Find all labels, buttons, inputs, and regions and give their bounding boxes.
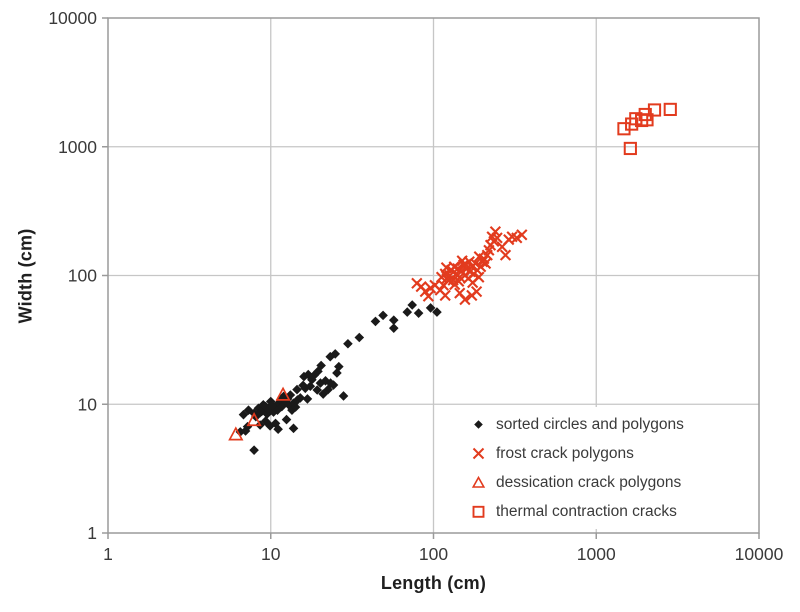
data-point-diamond xyxy=(307,374,317,385)
data-point-diamond xyxy=(332,368,342,378)
data-point-square xyxy=(647,103,662,117)
data-point-diamond xyxy=(281,414,292,425)
filled-diamond-icon xyxy=(474,420,483,429)
data-point-diamond xyxy=(325,351,336,362)
legend-item-thermal-contraction: thermal contraction cracks xyxy=(470,503,758,521)
data-point-diamond xyxy=(402,307,413,317)
data-point-diamond xyxy=(313,366,323,377)
data-point-diamond xyxy=(298,380,308,391)
data-point-diamond xyxy=(323,384,333,395)
y-tick-label: 100 xyxy=(68,266,97,286)
data-point-diamond xyxy=(299,371,309,382)
data-point-triangle xyxy=(275,386,291,401)
data-point-x xyxy=(422,290,435,302)
data-point-triangle xyxy=(246,411,262,427)
data-point-diamond xyxy=(413,308,424,318)
data-point-diamond xyxy=(388,315,399,325)
data-point-diamond xyxy=(270,418,281,429)
data-point-square xyxy=(623,141,637,156)
legend-item-frost-crack: frost crack polygons xyxy=(470,445,758,463)
legend: sorted circles and polygons frost crack … xyxy=(450,407,758,529)
data-point-diamond xyxy=(242,421,253,432)
data-point-diamond xyxy=(370,316,381,327)
open-square-icon xyxy=(472,505,485,518)
data-point-diamond xyxy=(302,394,313,404)
data-point-diamond xyxy=(312,385,323,395)
data-point-diamond xyxy=(407,300,418,310)
data-point-triangle xyxy=(228,426,244,441)
data-point-x xyxy=(516,229,528,241)
data-point-diamond xyxy=(277,401,287,412)
data-point-x xyxy=(511,232,523,244)
data-point-diamond xyxy=(318,389,328,399)
data-point-diamond xyxy=(315,378,326,388)
y-tick-label: 10 xyxy=(78,394,98,414)
data-point-x xyxy=(479,257,492,270)
data-point-diamond xyxy=(243,405,254,415)
legend-label: dessication crack polygons xyxy=(496,473,682,491)
data-point-diamond xyxy=(432,307,442,317)
legend-label: frost crack polygons xyxy=(496,444,634,462)
legend-item-dessication-crack: dessication crack polygons xyxy=(470,474,758,492)
data-point-diamond xyxy=(300,383,311,394)
data-point-diamond xyxy=(288,423,299,434)
data-point-diamond xyxy=(316,360,326,371)
data-point-diamond xyxy=(305,381,316,392)
data-point-diamond xyxy=(425,303,436,313)
data-point-diamond xyxy=(273,424,283,435)
x-axis-title: Length (cm) xyxy=(380,573,487,593)
data-point-diamond xyxy=(265,421,275,431)
x-tick-label: 10 xyxy=(261,544,281,564)
data-point-diamond xyxy=(303,369,314,380)
data-point-diamond xyxy=(282,394,293,404)
data-point-diamond xyxy=(330,349,341,359)
legend-label: sorted circles and polygons xyxy=(496,415,684,433)
data-point-x xyxy=(459,293,471,306)
legend-label: thermal contraction cracks xyxy=(496,502,677,520)
data-point-square xyxy=(663,102,677,117)
data-point-diamond xyxy=(354,332,365,343)
data-point-x xyxy=(473,271,485,283)
y-tick-label: 10000 xyxy=(48,8,97,28)
data-point-diamond xyxy=(238,409,249,420)
y-tick-label: 1 xyxy=(87,523,97,543)
open-triangle-icon xyxy=(471,475,486,488)
data-point-x xyxy=(470,285,483,298)
data-point-diamond xyxy=(285,390,296,400)
data-point-x xyxy=(439,289,451,302)
x-marker-icon xyxy=(472,447,485,460)
data-point-diamond xyxy=(290,402,301,412)
legend-item-sorted-circles: sorted circles and polygons xyxy=(470,416,758,434)
data-point-diamond xyxy=(235,427,246,437)
data-point-diamond xyxy=(240,426,251,436)
data-point-x xyxy=(499,249,512,261)
x-tick-label: 1 xyxy=(103,544,113,564)
data-point-diamond xyxy=(262,409,272,419)
data-point-diamond xyxy=(328,380,339,390)
data-point-diamond xyxy=(334,361,344,372)
x-tick-label: 10000 xyxy=(735,544,784,564)
y-axis-title: Width (cm) xyxy=(15,228,36,324)
x-tick-label: 100 xyxy=(419,544,448,564)
data-point-diamond xyxy=(292,384,302,395)
data-point-diamond xyxy=(338,391,349,401)
data-point-diamond xyxy=(388,323,399,333)
y-tick-label: 1000 xyxy=(58,137,97,157)
x-tick-label: 1000 xyxy=(577,544,616,564)
data-point-square xyxy=(640,113,654,127)
data-point-diamond xyxy=(325,378,336,388)
data-point-diamond xyxy=(249,445,259,455)
data-point-diamond xyxy=(378,310,388,321)
data-point-x xyxy=(491,232,503,244)
data-point-diamond xyxy=(295,393,306,403)
data-point-diamond xyxy=(292,395,303,405)
data-point-diamond xyxy=(343,338,353,349)
